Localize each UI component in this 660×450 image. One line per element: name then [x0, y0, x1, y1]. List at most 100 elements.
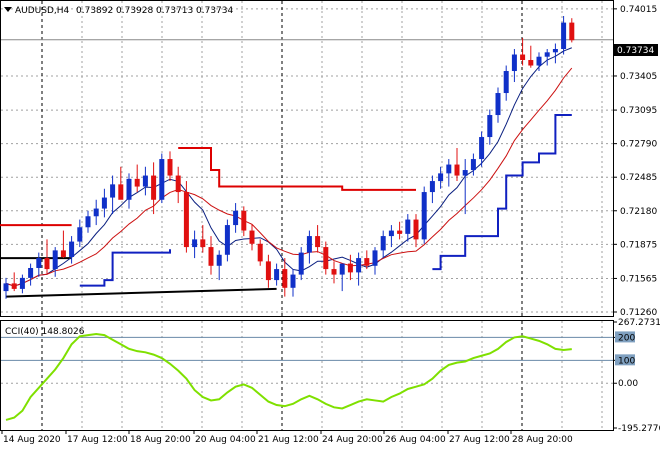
cci-label: CCI(40) 148.8026 [5, 327, 85, 337]
collapse-triangle-icon[interactable] [4, 7, 12, 12]
candle-body [388, 230, 394, 237]
candle-body [85, 216, 91, 228]
candle-body [142, 175, 148, 187]
candle-body [503, 71, 509, 94]
candle-body [413, 219, 419, 240]
candle-body [487, 115, 493, 138]
price-tick-label: 0.71260 [620, 308, 657, 318]
candle-body [69, 241, 75, 257]
candles [3, 16, 575, 299]
candle-body [118, 184, 124, 200]
time-tick-label: 20 Aug 04:00 [195, 435, 256, 445]
candle-body [306, 236, 312, 253]
ma-fast-line [5, 47, 572, 287]
candle-body [298, 252, 304, 275]
candle-body [257, 243, 263, 262]
time-tick-label: 28 Aug 20:00 [512, 435, 573, 445]
blue-stop-line-right [432, 114, 572, 271]
cci-layer [1, 332, 613, 421]
ma-slow-line [5, 67, 573, 287]
candle-body [372, 250, 378, 266]
overlays [0, 39, 613, 298]
price-tick-label: 0.71875 [620, 240, 657, 250]
candle-body [134, 178, 140, 187]
price-tick-label: 0.74015 [620, 5, 657, 15]
candle-body [167, 159, 173, 176]
cci-tick-label: 100 [618, 356, 635, 366]
candle-body [495, 93, 501, 116]
candle-body [315, 236, 321, 248]
time-tick-label: 24 Aug 20:00 [322, 435, 383, 445]
candle-body [561, 22, 567, 50]
candle-body [520, 54, 526, 61]
candle-body [462, 170, 468, 176]
candle-body [479, 137, 485, 160]
candle-body [175, 175, 181, 193]
candle-body [528, 60, 534, 66]
red-stop-line [178, 147, 416, 191]
candle-body [110, 184, 116, 198]
candle-body [397, 230, 403, 234]
candle-body [569, 22, 575, 41]
candle-body [356, 258, 362, 273]
candle-body [364, 258, 370, 266]
candle-body [265, 261, 271, 281]
candle-body [216, 254, 222, 266]
candle-body [101, 197, 107, 209]
trend-line [5, 287, 277, 298]
candle-body [470, 159, 476, 171]
time-tick-label: 18 Aug 20:00 [130, 435, 191, 445]
open-value: 0.73892 [76, 6, 113, 16]
blue-stop-line-left [79, 249, 171, 287]
candle-body [241, 210, 247, 231]
candle-body [233, 210, 239, 226]
price-tick-label: 0.72180 [620, 207, 657, 217]
cci-tick-label: 267.2731 [618, 318, 660, 328]
time-tick-label: 14 Aug 2020 [3, 435, 61, 445]
low-value: 0.73713 [156, 6, 193, 16]
cci-axis: 267.2731 200 100 0.00 -195.2776 [613, 318, 660, 434]
cci-level-box [615, 331, 635, 343]
current-price-label: 0.73734 [617, 46, 654, 56]
candle-body [36, 258, 42, 268]
price-tick-label: 0.72485 [620, 173, 657, 183]
symbol-label: AUDUSD,H4 [15, 6, 70, 16]
candle-body [200, 239, 206, 248]
price-tick-label: 0.72790 [620, 140, 657, 150]
candle-body [19, 277, 25, 289]
candle-body [159, 159, 165, 200]
time-axis: 14 Aug 2020 17 Aug 12:00 18 Aug 20:00 20 Au… [1, 430, 573, 445]
cci-line [5, 332, 572, 421]
cci-tick-label: 0.00 [618, 379, 638, 389]
candle-body [438, 173, 444, 182]
candle-body [274, 269, 280, 281]
candle-body [52, 250, 58, 270]
candle-body [126, 178, 132, 200]
close-value: 0.73734 [196, 6, 233, 16]
grid [1, 1, 613, 430]
candle-body [331, 269, 337, 275]
candle-body [208, 247, 214, 266]
candle-body [429, 181, 435, 193]
cci-tick-label: -195.2776 [618, 424, 660, 434]
candle-body [3, 283, 9, 292]
candle-body [282, 269, 288, 288]
candle-body [421, 192, 427, 240]
time-tick-label: 27 Aug 12:00 [449, 435, 510, 445]
current-price-box [614, 44, 658, 56]
price-axis: 0.74015 0.73405 0.73095 0.72790 0.72485 0.721… [613, 5, 657, 318]
cci-tick-label: 200 [618, 333, 635, 343]
candle-body [380, 236, 386, 251]
candle-body [60, 250, 66, 257]
candle-body [323, 247, 329, 270]
candle-body [454, 164, 460, 176]
time-tick-label: 17 Aug 12:00 [67, 435, 128, 445]
candle-body [44, 258, 50, 270]
candle-body [290, 274, 296, 288]
price-pane[interactable] [0, 0, 614, 317]
high-value: 0.73928 [116, 6, 153, 16]
candle-body [93, 208, 99, 217]
cci-level-box [615, 354, 635, 366]
candle-body [511, 54, 517, 72]
